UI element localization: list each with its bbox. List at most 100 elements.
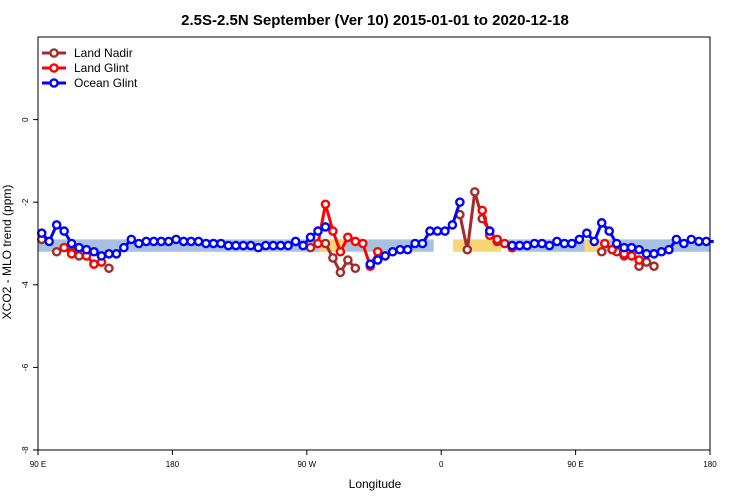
legend-marker [49, 48, 59, 58]
series-2-point [51, 220, 62, 230]
series-1-point [66, 249, 77, 259]
series-2-point [596, 218, 607, 228]
series-2-point [537, 238, 547, 249]
series-2-point [66, 238, 77, 249]
y-tick-label: -2 [21, 198, 30, 206]
axes: 90 E 180 90 W 0 90 E 180 0 -2 -4 -6 -8 [21, 117, 717, 469]
series-2-point [260, 240, 271, 251]
series-2-point [133, 238, 144, 249]
series-2-point [365, 259, 376, 269]
series-1-point [335, 246, 346, 257]
series-0-point [51, 246, 62, 257]
legend-label: Land Nadir [74, 46, 133, 60]
x-tick-label: 180 [703, 460, 717, 469]
series-2-point [634, 244, 644, 255]
series-0-segment [465, 191, 477, 250]
series-0-point [104, 263, 114, 274]
series-2-point [253, 242, 264, 253]
series-2-point [36, 228, 47, 238]
series-2-point [402, 244, 413, 255]
series-2-point [425, 226, 435, 236]
series-2-point [619, 242, 629, 253]
series-2-point [694, 236, 704, 247]
series-2-point [447, 220, 458, 230]
series-0-point [74, 251, 84, 261]
series-2-point [410, 238, 420, 249]
series-1-point [634, 255, 644, 265]
series-2-point [455, 197, 465, 207]
series-2-point [514, 240, 525, 251]
series-1-point [499, 238, 510, 249]
legend-label: Land Glint [74, 61, 129, 75]
series-1-point [59, 242, 69, 253]
y-axis-label: XCO2 - MLO trend (ppm) [0, 185, 14, 320]
series-2-point [163, 236, 174, 247]
series-2-point [96, 251, 107, 261]
series-2-point [59, 226, 69, 236]
series-0-point [641, 257, 652, 267]
series-2-point [186, 236, 196, 247]
legend-marker [49, 78, 59, 88]
series-2-point [529, 238, 540, 249]
x-tick-label: 180 [166, 460, 180, 469]
series-2-point [313, 226, 323, 236]
series-0-point [328, 253, 338, 263]
series-2-point [126, 234, 137, 245]
series-2-point [656, 246, 667, 257]
series-2-point [231, 240, 241, 251]
series-0-point [596, 246, 607, 257]
series-1-point [328, 226, 338, 236]
series-2-point [178, 236, 189, 247]
series-1-point [626, 251, 637, 261]
series-2-point [141, 236, 152, 247]
series-2-point [245, 240, 256, 251]
series-2-point [238, 240, 249, 251]
series-2-point [283, 240, 293, 251]
series-1-point [599, 238, 610, 249]
series-2-point [395, 244, 405, 255]
series-2-point [432, 226, 443, 236]
series-2-point [208, 238, 219, 249]
series-2-point [417, 238, 428, 249]
series-2-point [507, 240, 517, 251]
series-2-point [604, 226, 615, 236]
y-tick-label: 0 [21, 117, 30, 122]
series-2-point [574, 234, 585, 245]
series-2-point [305, 232, 316, 243]
plot-frame [37, 36, 711, 451]
series-2-point [582, 228, 592, 238]
series-2-point [104, 249, 114, 259]
y-tick-label: -4 [21, 281, 30, 289]
series-2-point [298, 240, 308, 251]
series-0-point [462, 244, 473, 255]
series-2-point [589, 236, 600, 247]
series-2-point [664, 244, 674, 255]
series-0-point [305, 242, 316, 253]
series-2-point [275, 240, 286, 251]
series-2-point [611, 238, 622, 249]
series-2-point [372, 255, 383, 265]
series-2-point [201, 238, 211, 249]
series-2-point [171, 234, 181, 245]
series-1-point [357, 238, 368, 249]
chart-title: 2.5S-2.5N September (Ver 10) 2015-01-01 … [181, 12, 569, 29]
series-0-point [320, 238, 331, 249]
series-2-point [567, 238, 577, 249]
series-1-point [477, 205, 488, 216]
series-1-point [492, 234, 503, 245]
y-tick-label: -6 [21, 363, 30, 371]
series-2-point [544, 240, 555, 251]
series-2-point [387, 246, 398, 257]
series-0-point [335, 267, 346, 278]
x-tick-label: 90 E [567, 460, 583, 469]
series-2-point [649, 249, 659, 259]
series-0-point [469, 187, 480, 197]
series-2-point [81, 244, 92, 255]
series-1-point [372, 246, 383, 257]
series-2-point [641, 249, 652, 259]
series-2-point [44, 236, 55, 247]
series-1-point [607, 244, 617, 255]
series-2-point [671, 234, 682, 245]
series-2-point [156, 236, 166, 247]
